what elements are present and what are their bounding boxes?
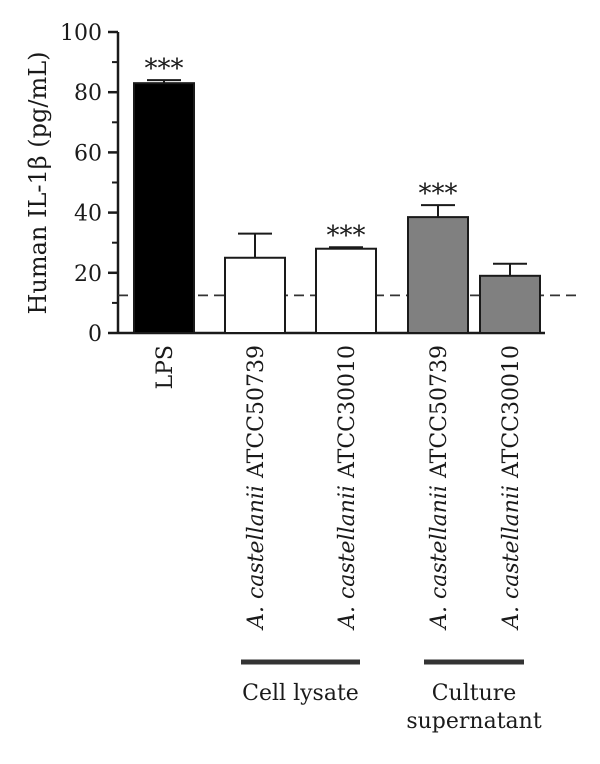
category-label-strain: LPS [153, 345, 178, 389]
y-tick-label: 100 [60, 21, 102, 46]
category-label: A. castellanii ATCC30010 [335, 345, 360, 631]
category-label-species: A. castellanii [427, 485, 452, 631]
bar [407, 216, 469, 335]
category-label: A. castellanii ATCC30010 [499, 345, 524, 631]
significance-label: *** [327, 221, 366, 251]
category-label-strain: ATCC30010 [499, 345, 524, 485]
category-label-strain: ATCC50739 [427, 345, 452, 485]
group-label: Culture [432, 681, 517, 706]
category-label-strain: ATCC50739 [244, 345, 269, 485]
category-label: A. castellanii ATCC50739 [244, 345, 269, 631]
bar [133, 82, 195, 334]
group-labels: Cell lysate Culture supernatant [241, 659, 542, 734]
category-label-species: A. castellanii [499, 485, 524, 631]
bar [315, 247, 377, 334]
y-tick-label: 80 [74, 81, 102, 106]
bars: *** *** *** [133, 54, 541, 335]
group-label: Cell lysate [242, 681, 359, 706]
category-label: A. castellanii ATCC50739 [427, 345, 452, 631]
y-tick-label: 0 [88, 322, 102, 347]
bar [479, 274, 541, 334]
significance-label: *** [419, 179, 458, 209]
y-axis-label: Human IL-1β (pg/mL) [24, 51, 52, 314]
category-label-strain: ATCC30010 [335, 345, 360, 485]
significance-label: *** [145, 54, 184, 84]
y-tick-label: 20 [74, 262, 102, 287]
category-label-species: A. castellanii [244, 485, 269, 631]
category-label-species: A. castellanii [335, 485, 360, 631]
y-tick-label: 60 [74, 141, 102, 166]
category-label: LPS [153, 345, 178, 389]
group-label: supernatant [406, 709, 541, 734]
y-tick-label: 40 [74, 202, 102, 227]
bar [224, 256, 286, 334]
